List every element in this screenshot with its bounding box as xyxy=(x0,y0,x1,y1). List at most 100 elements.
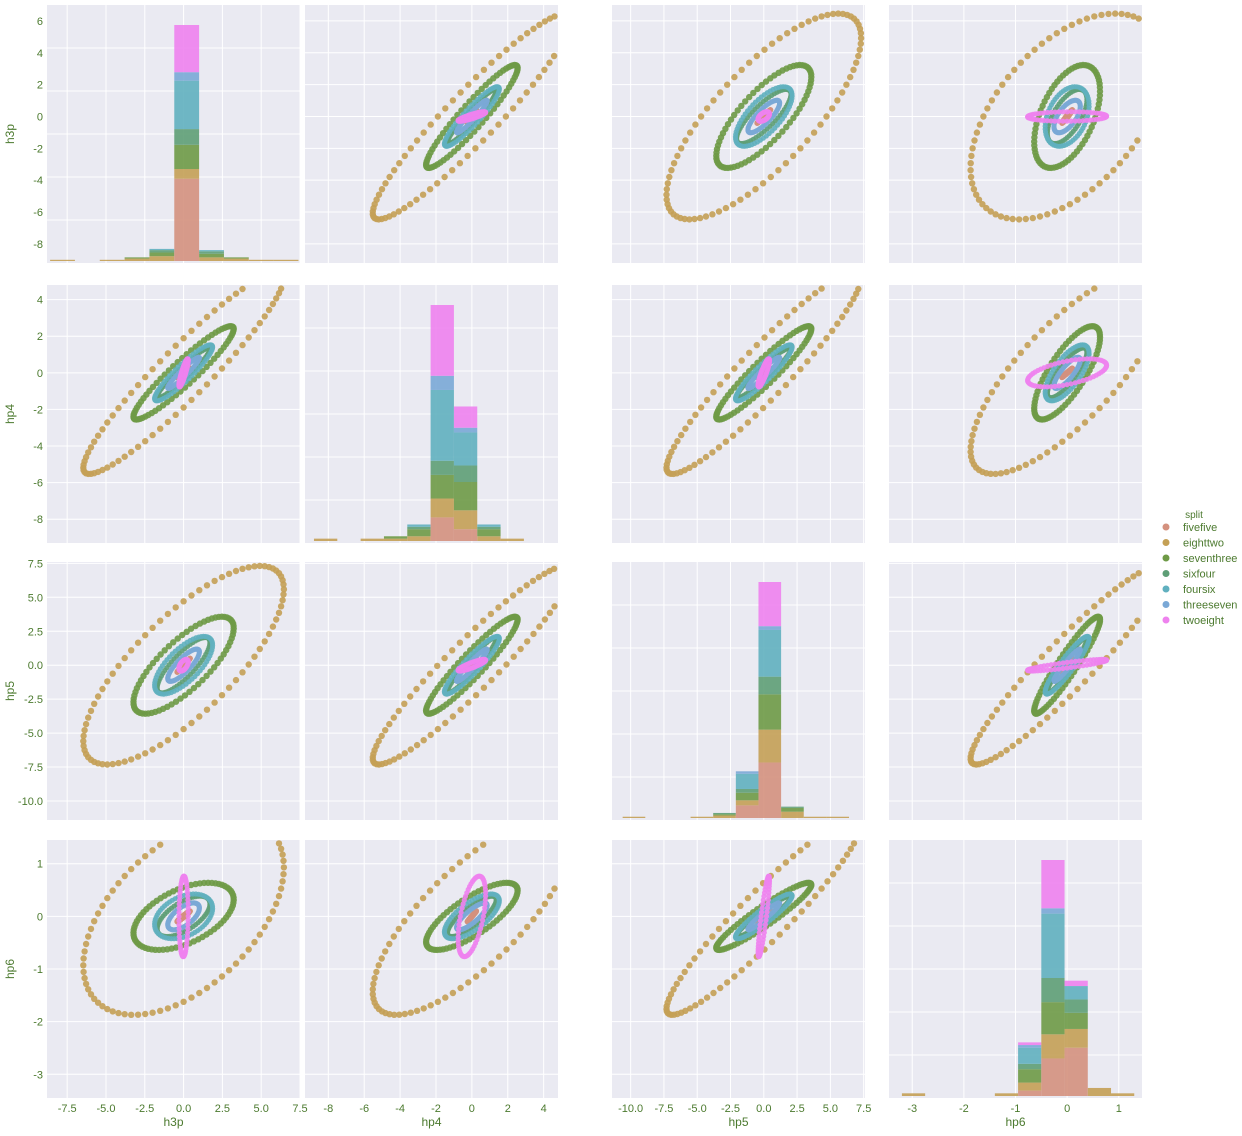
point-threeseven xyxy=(1063,101,1069,107)
point-eighttwo xyxy=(441,872,448,880)
point-eighttwo xyxy=(456,160,464,167)
point-eighttwo xyxy=(378,186,386,193)
point-eighttwo xyxy=(1059,438,1066,445)
point-twoeight xyxy=(465,666,471,672)
point-foursix xyxy=(1069,346,1076,352)
point-eighttwo xyxy=(775,167,782,174)
hist-bar-seventhree xyxy=(430,474,454,499)
point-eighttwo xyxy=(413,741,421,749)
point-eighttwo xyxy=(529,577,537,585)
point-eighttwo xyxy=(503,946,510,953)
point-twoeight xyxy=(1027,666,1033,672)
hist-bar-eighttwo xyxy=(248,259,274,261)
point-eighttwo xyxy=(546,892,554,900)
point-twoeight xyxy=(465,112,471,118)
point-seventhree xyxy=(766,140,774,148)
y-tick-label: -8 xyxy=(33,239,43,251)
point-eighttwo xyxy=(115,662,122,670)
point-eighttwo xyxy=(857,35,865,42)
hist-bar-eighttwo xyxy=(713,815,736,818)
point-eighttwo xyxy=(279,597,286,604)
point-eighttwo xyxy=(516,587,524,594)
point-eighttwo xyxy=(1083,15,1091,22)
point-threeseven xyxy=(765,101,771,107)
point-eighttwo xyxy=(850,295,857,302)
x-axis-label: h3p xyxy=(163,1115,183,1129)
point-threeseven xyxy=(192,658,198,664)
point-eighttwo xyxy=(225,295,233,302)
point-eighttwo xyxy=(99,426,106,433)
point-eighttwo xyxy=(261,923,268,931)
point-eighttwo xyxy=(142,853,149,860)
point-eighttwo xyxy=(823,335,830,342)
panel-hp4-vs-hp6 xyxy=(889,285,1142,543)
point-eighttwo xyxy=(1038,653,1046,660)
point-seventhree xyxy=(762,78,770,85)
point-eighttwo xyxy=(245,334,252,341)
point-seventhree xyxy=(153,379,160,387)
point-eighttwo xyxy=(91,700,98,707)
y-tick-label: -4 xyxy=(33,175,43,187)
point-eighttwo xyxy=(480,617,487,624)
point-eighttwo xyxy=(395,208,402,215)
point-seventhree xyxy=(204,616,212,623)
point-eighttwo xyxy=(472,624,479,631)
point-seventhree xyxy=(474,89,481,97)
point-eighttwo xyxy=(970,186,978,193)
hist-bar-eighttwo xyxy=(223,258,249,261)
point-eighttwo xyxy=(1059,204,1066,212)
point-eighttwo xyxy=(535,573,543,581)
point-eighttwo xyxy=(839,89,846,96)
point-eighttwo xyxy=(1124,11,1131,19)
hist-bar-foursix xyxy=(149,248,175,251)
point-eighttwo xyxy=(1128,624,1136,631)
point-eighttwo xyxy=(541,900,549,907)
point-twoeight xyxy=(1072,109,1079,115)
point-eighttwo xyxy=(530,25,537,32)
point-eighttwo xyxy=(767,397,774,404)
point-eighttwo xyxy=(232,676,240,684)
point-eighttwo xyxy=(413,196,420,203)
point-seventhree xyxy=(750,395,757,402)
point-eighttwo xyxy=(1081,678,1089,685)
point-eighttwo xyxy=(687,129,694,136)
point-eighttwo xyxy=(401,750,408,757)
point-seventhree xyxy=(746,93,753,101)
point-eighttwo xyxy=(790,152,797,160)
point-eighttwo xyxy=(999,373,1006,380)
panel-hp5-vs-hp6 xyxy=(889,562,1142,820)
y-tick-label: -10.0 xyxy=(18,796,43,808)
point-eighttwo xyxy=(1128,145,1136,152)
point-eighttwo xyxy=(1135,570,1142,577)
point-eighttwo xyxy=(843,307,850,314)
point-eighttwo xyxy=(401,700,408,707)
point-eighttwo xyxy=(109,887,116,894)
point-seventhree xyxy=(805,334,812,341)
point-eighttwo xyxy=(997,213,1005,220)
y-tick-label: 7.5 xyxy=(28,558,43,570)
point-twoeight xyxy=(182,952,188,958)
point-eighttwo xyxy=(427,731,434,739)
point-eighttwo xyxy=(709,211,716,218)
hist-bar-sixfour xyxy=(758,676,782,695)
hist-bar-seventhree xyxy=(781,807,804,812)
point-eighttwo xyxy=(976,121,984,128)
point-eighttwo xyxy=(401,918,408,925)
point-eighttwo xyxy=(1110,647,1117,654)
point-eighttwo xyxy=(157,358,164,365)
point-eighttwo xyxy=(265,306,273,314)
point-twoeight xyxy=(1064,118,1070,124)
point-eighttwo xyxy=(1029,214,1037,222)
hist-bar-eighttwo xyxy=(690,816,714,818)
point-eighttwo xyxy=(823,113,830,120)
y-tick-label: 2.5 xyxy=(28,626,43,638)
point-eighttwo xyxy=(495,121,502,128)
point-eighttwo xyxy=(375,962,382,969)
point-eighttwo xyxy=(232,567,240,575)
panel-h3p-vs-hp5 xyxy=(612,5,865,263)
point-eighttwo xyxy=(180,598,187,605)
point-eighttwo xyxy=(273,616,280,623)
point-eighttwo xyxy=(710,97,717,104)
point-eighttwo xyxy=(457,706,464,713)
point-eighttwo xyxy=(1004,692,1012,699)
